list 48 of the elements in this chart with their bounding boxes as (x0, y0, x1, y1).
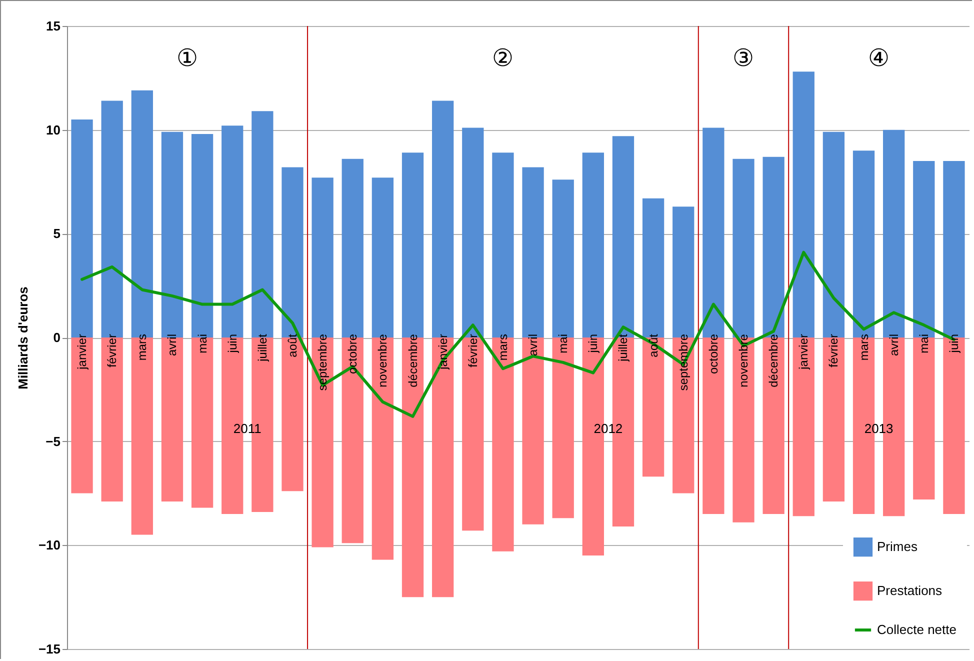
x-tick-label: juin (946, 334, 961, 354)
x-tick-label: mai (556, 334, 570, 354)
y-tick-label: 15 (46, 18, 60, 34)
x-tick-label: juillet (255, 333, 270, 362)
x-tick-label: janvier (436, 334, 450, 370)
x-tick-label: avril (165, 334, 180, 356)
x-tick-label: décembre (406, 334, 420, 388)
x-tick-label: janvier (75, 334, 90, 370)
x-tick-label: juin (225, 334, 240, 354)
x-tick-label: février (466, 334, 480, 368)
annotation: ① (176, 45, 198, 72)
x-tick-label: août (646, 333, 660, 358)
x-tick-label: février (105, 334, 120, 368)
x-tick-label: mai (195, 334, 210, 354)
annotation: 2012 (594, 420, 623, 436)
y-tick-label: −15 (38, 642, 60, 656)
y-tick-label: −5 (46, 434, 60, 449)
y-axis-title: Milliards d'euros (15, 286, 30, 390)
x-tick-label: septembre (676, 334, 690, 391)
x-tick-label: novembre (736, 334, 750, 388)
x-tick-label: septembre (316, 334, 330, 391)
annotation: ④ (868, 45, 890, 72)
annotation: 2011 (233, 420, 262, 436)
annotation: ② (492, 45, 514, 72)
x-tick-label: novembre (376, 334, 390, 388)
x-tick-label: octobre (706, 334, 720, 374)
x-tick-label: juillet (616, 333, 630, 362)
x-tick-label: janvier (796, 334, 811, 370)
x-tick-label: avril (526, 334, 540, 356)
y-tick-label: 0 (53, 330, 60, 345)
annotation: 2013 (864, 420, 894, 436)
x-tick-label: août (286, 333, 300, 358)
legend-label: Collecte nette (877, 622, 956, 637)
x-tick-label: avril (886, 334, 901, 356)
x-tick-label: mars (496, 334, 510, 361)
annotation: ③ (732, 45, 754, 72)
x-tick-label: février (826, 334, 841, 368)
x-tick-label: mai (916, 334, 931, 354)
legend-label: Primes (877, 539, 918, 554)
y-tick-label: 5 (53, 226, 60, 242)
x-tick-label: juin (586, 334, 600, 354)
x-tick-label: décembre (766, 334, 781, 388)
legend-label: Prestations (877, 583, 943, 598)
y-tick-label: −10 (38, 538, 60, 553)
x-tick-label: mars (135, 334, 150, 361)
y-tick-label: 10 (46, 122, 60, 138)
x-tick-label: mars (856, 334, 871, 361)
x-tick-label: octobre (346, 334, 360, 374)
